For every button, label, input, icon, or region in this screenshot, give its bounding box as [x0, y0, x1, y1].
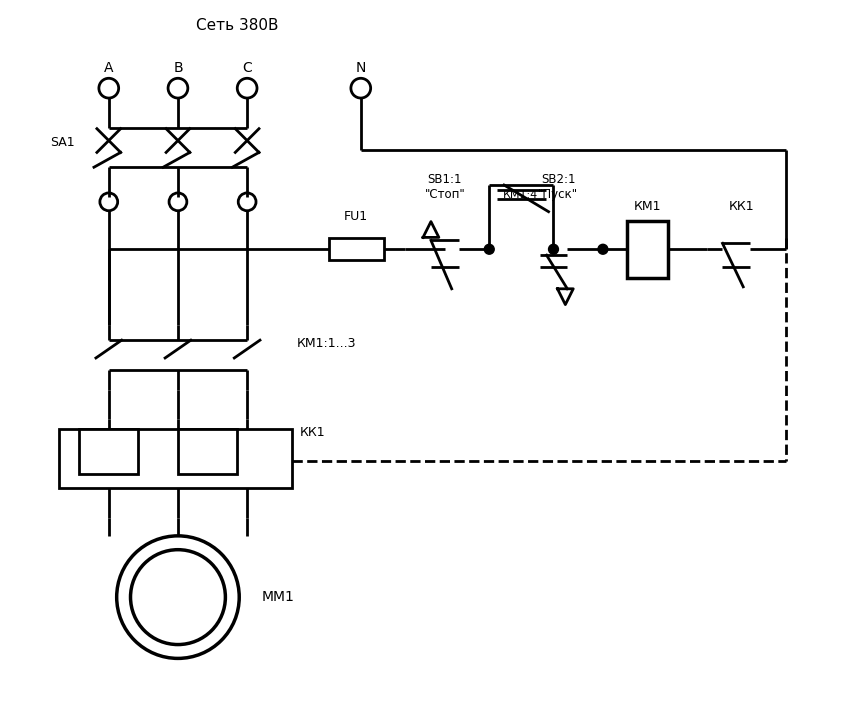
Bar [60, 429, 291, 488]
Circle shape [484, 244, 493, 254]
Text: SB1:1
"Стоп": SB1:1 "Стоп" [424, 173, 464, 201]
Bar [626, 221, 667, 278]
Bar [79, 429, 138, 474]
Bar [178, 429, 237, 474]
Text: Сеть 380В: Сеть 380В [196, 18, 278, 33]
Text: SB2:1
"Пуск": SB2:1 "Пуск" [538, 173, 578, 201]
Circle shape [548, 244, 558, 254]
Circle shape [597, 244, 607, 254]
Text: FU1: FU1 [343, 210, 367, 223]
Text: B: B [173, 61, 182, 75]
Text: КМ1:1...3: КМ1:1...3 [296, 337, 355, 349]
Text: SA1: SA1 [50, 136, 75, 149]
Text: КМ1: КМ1 [633, 200, 660, 213]
Text: N: N [355, 61, 366, 75]
Text: КК1: КК1 [728, 200, 753, 213]
Text: КМ1:4: КМ1:4 [503, 190, 538, 200]
Bar [329, 239, 383, 260]
Text: A: A [104, 61, 113, 75]
Text: ММ1: ММ1 [262, 590, 295, 604]
Text: КК1: КК1 [299, 425, 325, 439]
Text: C: C [242, 61, 251, 75]
